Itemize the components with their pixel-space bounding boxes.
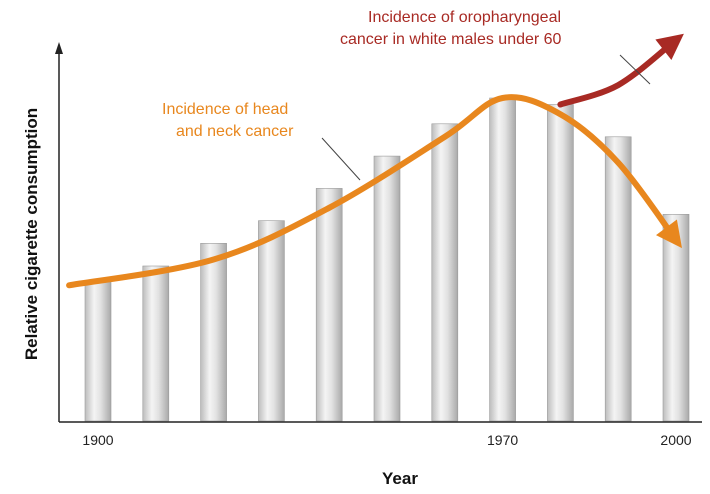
series-lines-group bbox=[66, 33, 684, 289]
oro-label-line2: cancer in white males under 60 bbox=[340, 31, 562, 48]
bar-1940 bbox=[315, 188, 343, 422]
oro-leader-line bbox=[619, 54, 651, 85]
bar-1910 bbox=[142, 265, 170, 422]
head-neck-arrowhead-icon bbox=[656, 219, 682, 249]
head-neck-leader-line bbox=[321, 137, 361, 181]
head-neck-label-line2: and neck cancer bbox=[176, 123, 294, 140]
y-axis-title: Relative cigarette consumption bbox=[22, 108, 41, 360]
head-neck-cancer-line bbox=[66, 94, 679, 289]
bar-1950 bbox=[373, 155, 401, 422]
bar-1970 bbox=[489, 97, 516, 422]
oropharyngeal-arrowhead-icon bbox=[655, 33, 684, 60]
bar-1980 bbox=[547, 104, 574, 422]
bar-1990 bbox=[604, 136, 632, 422]
x-tick-1900: 1900 bbox=[82, 432, 113, 448]
x-tick-1970: 1970 bbox=[487, 432, 518, 448]
bar-1920 bbox=[200, 243, 227, 422]
bars-group bbox=[84, 97, 690, 422]
bar-1930 bbox=[258, 220, 285, 422]
bar-1900 bbox=[84, 281, 112, 422]
x-tick-2000: 2000 bbox=[660, 432, 691, 448]
x-tick-labels: 1900 1970 2000 bbox=[82, 432, 691, 448]
oropharyngeal-cancer-line bbox=[557, 36, 679, 108]
y-axis-arrow-icon bbox=[55, 42, 63, 54]
bar-1960 bbox=[431, 123, 459, 422]
head-neck-label-line1: Incidence of head bbox=[162, 101, 288, 118]
oro-label-line1: Incidence of oropharyngeal bbox=[368, 9, 561, 26]
bar-2000 bbox=[662, 214, 690, 422]
x-axis-title: Year bbox=[382, 469, 418, 488]
